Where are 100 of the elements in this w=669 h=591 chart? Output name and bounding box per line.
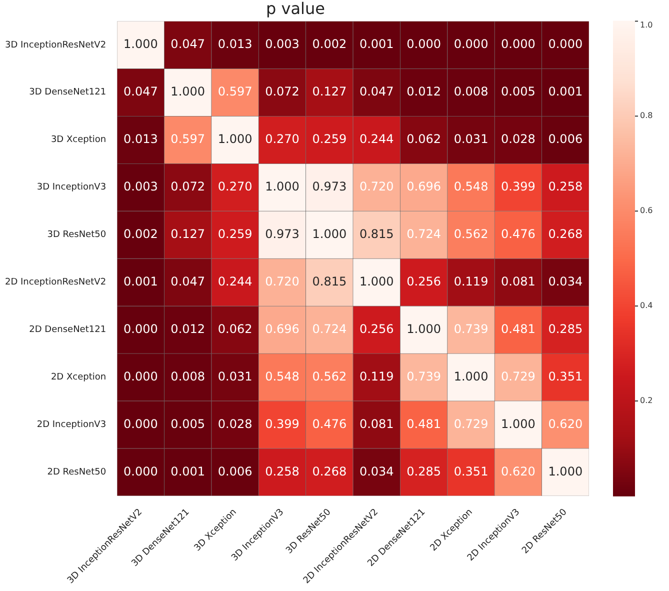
data-label: 0.620 bbox=[501, 464, 536, 478]
data-label: 0.005 bbox=[170, 416, 206, 431]
data-label: 0.256 bbox=[406, 274, 442, 288]
y-tick-label: 3D DenseNet121 bbox=[29, 88, 106, 98]
y-tick-label: 3D InceptionV3 bbox=[36, 182, 106, 193]
y-tick-label: 3D InceptionResNetV2 bbox=[4, 40, 106, 50]
data-label: 0.000 bbox=[501, 37, 536, 52]
chart-title: p value bbox=[266, 0, 325, 18]
data-label: 0.597 bbox=[218, 84, 252, 99]
data-label: 0.548 bbox=[454, 179, 488, 194]
data-label: 0.597 bbox=[170, 132, 206, 146]
data-label: 0.258 bbox=[265, 464, 300, 478]
data-label: 0.012 bbox=[170, 322, 206, 336]
y-tick-label: 3D ResNet50 bbox=[47, 230, 106, 240]
data-label: 0.351 bbox=[548, 369, 583, 384]
data-label: 0.481 bbox=[406, 416, 442, 431]
data-label: 0.399 bbox=[501, 179, 536, 194]
data-label: 0.003 bbox=[265, 37, 300, 52]
data-label: 0.034 bbox=[359, 464, 394, 478]
data-label: 0.002 bbox=[123, 226, 158, 241]
data-label: 0.047 bbox=[123, 84, 158, 99]
data-label: 0.729 bbox=[501, 369, 536, 384]
data-label: 0.005 bbox=[501, 84, 536, 99]
color-bar-label: 1.0 bbox=[640, 20, 653, 30]
data-label: 1.000 bbox=[454, 369, 488, 384]
data-label: 0.481 bbox=[501, 322, 536, 336]
data-label: 0.548 bbox=[265, 369, 300, 384]
data-label: 0.285 bbox=[406, 464, 442, 478]
y-tick-label: 3D Xception bbox=[50, 135, 106, 146]
data-label: 0.119 bbox=[359, 369, 394, 384]
data-label: 0.072 bbox=[170, 179, 206, 194]
data-label: 0.258 bbox=[548, 179, 583, 194]
data-label: 0.562 bbox=[454, 226, 488, 241]
data-label: 0.072 bbox=[265, 84, 300, 99]
color-bar-label: 0.8 bbox=[640, 111, 653, 120]
data-label: 0.729 bbox=[454, 416, 488, 431]
data-label: 0.270 bbox=[265, 132, 300, 146]
color-bar-label: 0.2 bbox=[640, 396, 653, 406]
y-tick-label: 2D InceptionResNetV2 bbox=[4, 278, 106, 288]
data-label: 0.119 bbox=[454, 274, 488, 288]
data-label: 0.285 bbox=[548, 322, 583, 336]
data-label: 0.259 bbox=[218, 226, 252, 241]
data-label: 0.973 bbox=[265, 226, 300, 241]
data-label: 0.720 bbox=[265, 274, 300, 288]
data-label: 0.562 bbox=[312, 369, 347, 384]
data-label: 1.000 bbox=[170, 84, 206, 99]
data-label: 0.013 bbox=[123, 132, 158, 146]
data-label: 0.476 bbox=[312, 416, 347, 431]
data-label: 0.047 bbox=[359, 84, 394, 99]
data-label: 0.973 bbox=[312, 179, 347, 194]
data-label: 0.259 bbox=[312, 132, 347, 146]
data-label: 0.000 bbox=[548, 37, 583, 52]
data-label: 0.006 bbox=[548, 132, 583, 146]
data-label: 0.268 bbox=[312, 464, 347, 478]
data-label: 0.476 bbox=[501, 226, 536, 241]
data-label: 0.351 bbox=[454, 464, 488, 478]
data-label: 0.031 bbox=[454, 132, 488, 146]
data-label: 0.000 bbox=[406, 37, 442, 52]
data-label: 0.001 bbox=[548, 84, 583, 99]
data-label: 0.081 bbox=[501, 274, 536, 288]
data-label: 0.012 bbox=[406, 84, 442, 99]
data-label: 1.000 bbox=[218, 132, 252, 146]
data-label: 0.720 bbox=[359, 179, 394, 194]
data-label: 0.047 bbox=[170, 274, 206, 288]
data-label: 0.008 bbox=[170, 369, 206, 384]
data-label: 0.001 bbox=[170, 464, 206, 478]
data-label: 1.000 bbox=[548, 464, 583, 478]
data-label: 0.062 bbox=[406, 132, 442, 146]
data-label: 0.000 bbox=[123, 416, 158, 431]
data-label: 0.127 bbox=[170, 226, 206, 241]
data-label: 0.034 bbox=[548, 274, 583, 288]
data-label: 0.062 bbox=[218, 322, 252, 336]
data-label: 1.000 bbox=[265, 179, 300, 194]
y-tick-label: 2D ResNet50 bbox=[47, 468, 106, 478]
data-label: 0.000 bbox=[123, 464, 158, 478]
data-label: 1.000 bbox=[123, 37, 158, 52]
data-label: 0.001 bbox=[123, 274, 158, 288]
data-label: 0.028 bbox=[501, 132, 536, 146]
data-label: 0.696 bbox=[265, 322, 300, 336]
data-label: 0.000 bbox=[123, 322, 158, 336]
data-label: 0.013 bbox=[218, 37, 252, 52]
data-label: 1.000 bbox=[312, 226, 347, 241]
data-label: 0.739 bbox=[406, 369, 442, 384]
data-label: 0.268 bbox=[548, 226, 583, 241]
data-label: 0.696 bbox=[406, 179, 442, 194]
data-label: 0.815 bbox=[312, 274, 347, 288]
data-label: 0.001 bbox=[359, 37, 394, 52]
data-label: 0.127 bbox=[312, 84, 347, 99]
data-label: 1.000 bbox=[359, 274, 394, 288]
data-label: 0.008 bbox=[454, 84, 488, 99]
data-label: 0.815 bbox=[359, 226, 394, 241]
data-label: 0.003 bbox=[123, 179, 158, 194]
data-label: 0.244 bbox=[359, 132, 394, 146]
data-label: 0.081 bbox=[359, 416, 394, 431]
data-label: 0.028 bbox=[218, 416, 252, 431]
y-tick-label: 2D InceptionV3 bbox=[36, 420, 106, 430]
data-label: 1.000 bbox=[406, 322, 442, 336]
data-label: 0.047 bbox=[170, 37, 206, 52]
color-bar-label: 0.4 bbox=[640, 301, 653, 310]
data-label: 0.000 bbox=[454, 37, 488, 52]
